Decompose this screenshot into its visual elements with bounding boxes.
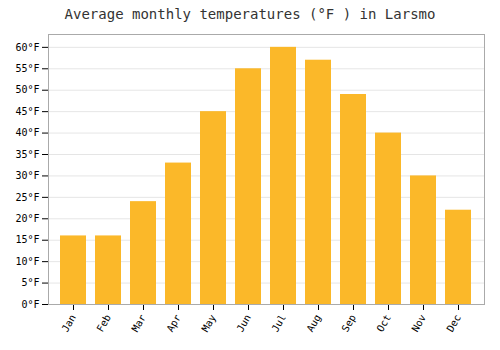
svg-text:Nov: Nov [409,313,428,334]
svg-text:Jun: Jun [234,313,253,334]
svg-text:Mar: Mar [129,313,148,334]
svg-text:40°F: 40°F [15,127,39,138]
svg-text:20°F: 20°F [15,213,39,224]
svg-text:Dec: Dec [444,313,463,334]
svg-text:25°F: 25°F [15,192,39,203]
svg-text:50°F: 50°F [15,84,39,95]
svg-text:Jul: Jul [269,313,288,334]
svg-text:Sep: Sep [339,313,358,334]
svg-text:35°F: 35°F [15,149,39,160]
svg-text:Oct: Oct [374,313,393,334]
svg-text:Feb: Feb [94,313,113,334]
svg-text:Jan: Jan [59,313,78,334]
svg-text:Aug: Aug [304,313,323,334]
svg-text:45°F: 45°F [15,106,39,117]
svg-text:5°F: 5°F [21,277,39,288]
svg-text:Apr: Apr [164,313,183,334]
svg-text:0°F: 0°F [21,299,39,310]
svg-text:15°F: 15°F [15,234,39,245]
svg-text:30°F: 30°F [15,170,39,181]
svg-text:60°F: 60°F [15,42,39,53]
svg-text:May: May [199,313,218,334]
html-text:Average monthly temperatures (: Average monthly temperatures (°F ) in La… [64,6,436,22]
svg-text:55°F: 55°F [15,63,39,74]
svg-text:10°F: 10°F [15,256,39,267]
